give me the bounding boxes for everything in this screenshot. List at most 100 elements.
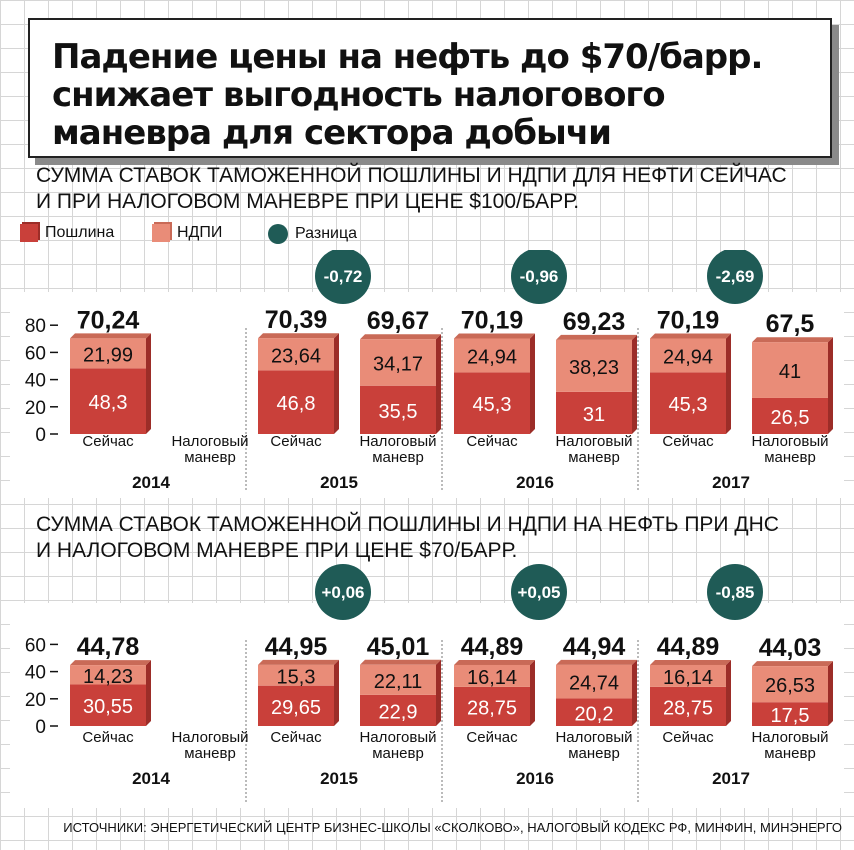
chart2-total-value-label: 44,03 bbox=[759, 634, 822, 662]
chart2-bar-category-label: Налоговый bbox=[171, 729, 248, 746]
chart1-bar-side bbox=[334, 333, 339, 434]
chart1-bar-ndpi-segment bbox=[70, 338, 146, 369]
chart1-year-label: 2014 bbox=[132, 473, 170, 492]
chart1-bar-category-label: Сейчас bbox=[466, 433, 518, 450]
chart2-diff-circle bbox=[707, 564, 763, 620]
chart2-diff-circle bbox=[511, 564, 567, 620]
chart1-duty-value-label: 35,5 bbox=[379, 401, 418, 423]
title-line-3: маневра для сектора добычи bbox=[52, 113, 612, 153]
chart2-ndpi-value-label: 16,14 bbox=[663, 667, 713, 689]
chart2-bar-duty-segment bbox=[752, 702, 828, 726]
chart1-ndpi-value-label: 23,64 bbox=[271, 345, 321, 367]
chart1-duty-value-label: 45,3 bbox=[669, 394, 708, 416]
chart2-bar-top bbox=[360, 659, 441, 665]
chart2-total-value-label: 44,89 bbox=[461, 633, 524, 661]
chart2-duty-value-label: 29,65 bbox=[271, 697, 321, 719]
chart1-bar-category-label: маневр bbox=[764, 449, 816, 466]
chart2-total-value-label: 44,95 bbox=[265, 633, 328, 661]
chart1-bar-ndpi-segment bbox=[258, 338, 334, 371]
chart1-bar-duty-segment bbox=[360, 385, 436, 434]
chart1-bar-top bbox=[650, 333, 731, 339]
chart2-bar-top bbox=[752, 661, 833, 667]
chart1-bar-category-label: Налоговый bbox=[555, 433, 632, 450]
chart2-bar-ndpi-segment bbox=[650, 664, 726, 687]
chart1-bar-category-label: маневр bbox=[184, 449, 236, 466]
chart1-diff-circle bbox=[707, 250, 763, 304]
chart2-bar-side bbox=[146, 660, 151, 726]
chart2-bar-category-label: Налоговый bbox=[359, 729, 436, 746]
chart2-ndpi-value-label: 24,74 bbox=[569, 673, 619, 695]
chart2-bar-top bbox=[70, 660, 151, 666]
chart1-diff-label: -0,72 bbox=[324, 267, 363, 286]
legend-diff: Разница bbox=[268, 224, 357, 244]
chart2-duty-value-label: 17,5 bbox=[771, 705, 810, 727]
chart2-bar-ndpi-segment bbox=[752, 666, 828, 703]
chart1-total-value-label: 69,67 bbox=[367, 307, 430, 335]
chart1-bar-top bbox=[360, 334, 441, 340]
chart2-bar-duty-segment bbox=[70, 684, 146, 726]
chart2-year-label: 2014 bbox=[132, 769, 170, 788]
chart2-duty-value-label: 30,55 bbox=[83, 696, 133, 718]
chart2-bar-ndpi-segment bbox=[556, 664, 632, 699]
chart1-bar-duty-segment bbox=[556, 391, 632, 434]
chart2-bar-ndpi-segment bbox=[258, 664, 334, 686]
chart2-ndpi-value-label: 26,53 bbox=[765, 675, 815, 697]
chart2-duty-value-label: 22,9 bbox=[379, 701, 418, 723]
chart1-bar-side bbox=[726, 333, 731, 434]
chart1-bar-top bbox=[752, 337, 833, 343]
chart2-bar-category-label: Сейчас bbox=[662, 729, 714, 746]
chart1-year-label: 2017 bbox=[712, 473, 750, 492]
chart2-bar-category-label: маневр bbox=[764, 745, 816, 762]
chart1-total-value-label: 70,19 bbox=[657, 306, 720, 334]
chart2-diff-label: +0,06 bbox=[321, 583, 364, 602]
chart2-ndpi-value-label: 14,23 bbox=[83, 666, 133, 688]
chart1-bar-ndpi-segment bbox=[650, 338, 726, 373]
chart2-bar-side bbox=[828, 661, 833, 726]
chart1-duty-value-label: 46,8 bbox=[277, 393, 316, 415]
chart1-svg: 80 60 40 20 0 2014 48,3 21,99 70,24 Сейчас Налогов… bbox=[25, 250, 833, 492]
chart1-title-line-1: Сумма ставок таможенной пошлины и НДПИ д… bbox=[36, 164, 787, 187]
chart1-bar-duty-segment bbox=[258, 370, 334, 434]
chart1-diff-circle bbox=[315, 250, 371, 304]
chart1-diff-label: -0,96 bbox=[520, 267, 559, 286]
chart1-diff-label: -2,69 bbox=[716, 267, 755, 286]
chart2-bar-top bbox=[650, 659, 731, 665]
legend-duty-label: Пошлина bbox=[45, 224, 115, 241]
chart2-y-tick-label: 40 bbox=[25, 663, 46, 684]
chart1-duty-value-label: 48,3 bbox=[89, 392, 128, 414]
chart1-bar-ndpi-segment bbox=[556, 339, 632, 392]
title-line-2: снижает выгодность налогового bbox=[52, 75, 666, 115]
chart2-total-value-label: 44,89 bbox=[657, 633, 720, 661]
chart1-y-tick-label: 0 bbox=[35, 425, 46, 446]
chart2-year-label: 2016 bbox=[516, 769, 554, 788]
title-box: Падение цены на нефть до $70/барр. снижа… bbox=[28, 18, 832, 158]
chart1-bar-duty-segment bbox=[650, 372, 726, 434]
chart2-bar-category-label: маневр bbox=[184, 745, 236, 762]
chart2-total-value-label: 44,78 bbox=[77, 633, 140, 661]
legend-ndpi: НДПИ bbox=[152, 224, 222, 242]
chart1-bar-ndpi-segment bbox=[360, 339, 436, 386]
chart1-year-label: 2015 bbox=[320, 473, 358, 492]
chart1-title-line-2: и при налоговом маневре при цене $100/ба… bbox=[36, 190, 580, 213]
chart2-year-label: 2017 bbox=[712, 769, 750, 788]
legend-ndpi-label: НДПИ bbox=[177, 224, 223, 241]
chart2-svg: 60 40 20 0 2014 30,55 14,23 44,78 Сейчас Налоговы… bbox=[25, 564, 833, 802]
chart1-bar-category-label: Налоговый bbox=[171, 433, 248, 450]
chart2-bar-top bbox=[556, 659, 637, 665]
chart1-bar-duty-segment bbox=[454, 372, 530, 434]
chart2-bar-side bbox=[726, 659, 731, 726]
chart2-bar-duty-segment bbox=[360, 694, 436, 726]
chart2-total-value-label: 45,01 bbox=[367, 633, 430, 661]
chart1-duty-value-label: 26,5 bbox=[771, 407, 810, 429]
chart2-bar-ndpi-segment bbox=[70, 665, 146, 685]
chart1-year-label: 2016 bbox=[516, 473, 554, 492]
chart1-y-tick-label: 80 bbox=[25, 316, 46, 337]
chart2-diff-label: +0,05 bbox=[517, 583, 560, 602]
chart2-bar-category-label: Налоговый bbox=[555, 729, 632, 746]
chart1-total-value-label: 69,23 bbox=[563, 308, 626, 336]
title-line-1: Падение цены на нефть до $70/барр. bbox=[52, 37, 763, 77]
chart2-bar-top bbox=[454, 659, 535, 665]
chart1-total-value-label: 67,5 bbox=[766, 310, 815, 338]
chart1-duty-value-label: 31 bbox=[583, 404, 605, 426]
chart2-y-tick-label: 20 bbox=[25, 690, 46, 711]
